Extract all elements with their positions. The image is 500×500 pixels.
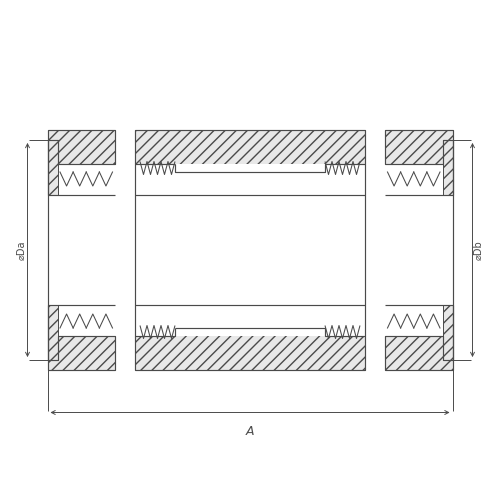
Polygon shape — [48, 140, 58, 360]
Text: ⌀Db: ⌀Db — [474, 240, 484, 260]
Polygon shape — [135, 130, 365, 172]
Bar — [385, 195, 452, 305]
Bar — [135, 195, 365, 305]
Bar — [175, 328, 325, 336]
Bar — [175, 164, 325, 172]
Polygon shape — [48, 130, 115, 164]
Bar — [48, 195, 115, 305]
Text: A: A — [246, 425, 254, 438]
Polygon shape — [442, 140, 452, 360]
Polygon shape — [135, 328, 365, 370]
Text: ⌀Da: ⌀Da — [16, 240, 26, 260]
Polygon shape — [48, 336, 115, 370]
Polygon shape — [385, 336, 452, 370]
Polygon shape — [385, 130, 452, 164]
